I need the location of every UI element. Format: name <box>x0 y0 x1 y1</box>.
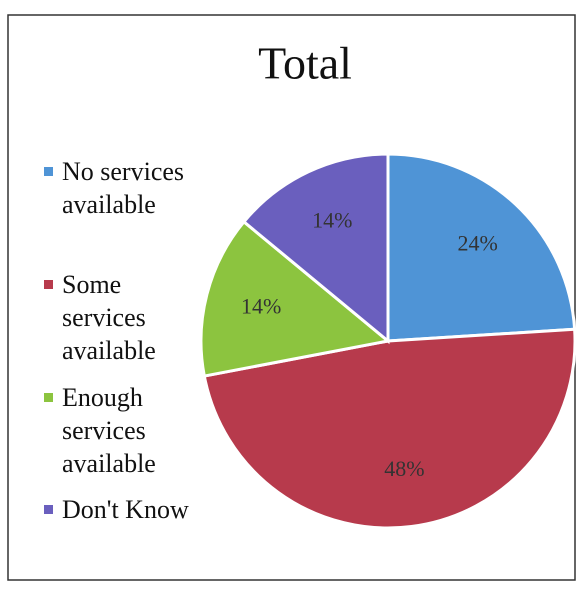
pie-slice <box>241 152 390 345</box>
pie-slice <box>202 327 577 530</box>
data-label: 14% <box>312 208 352 233</box>
legend-swatch <box>44 280 53 289</box>
legend-item: No services available <box>44 155 204 221</box>
data-label: 14% <box>241 293 281 318</box>
legend-item: Don't Know <box>44 493 204 526</box>
pie-slice <box>199 219 392 378</box>
legend-label: Some services available <box>62 270 156 365</box>
legend-item: Enough services available <box>44 381 204 480</box>
legend-swatch <box>44 505 53 514</box>
legend-label: No services available <box>62 157 185 219</box>
legend-label: Don't Know <box>62 495 189 524</box>
data-label: 24% <box>457 231 497 256</box>
data-label: 48% <box>384 456 424 481</box>
legend-label: Enough services available <box>62 383 156 478</box>
frame <box>7 14 576 581</box>
chart-title: Total <box>258 38 352 89</box>
legend-swatch <box>44 167 53 176</box>
legend-item: Some services available <box>44 268 204 367</box>
pie-slice <box>386 152 577 343</box>
legend-swatch <box>44 393 53 402</box>
